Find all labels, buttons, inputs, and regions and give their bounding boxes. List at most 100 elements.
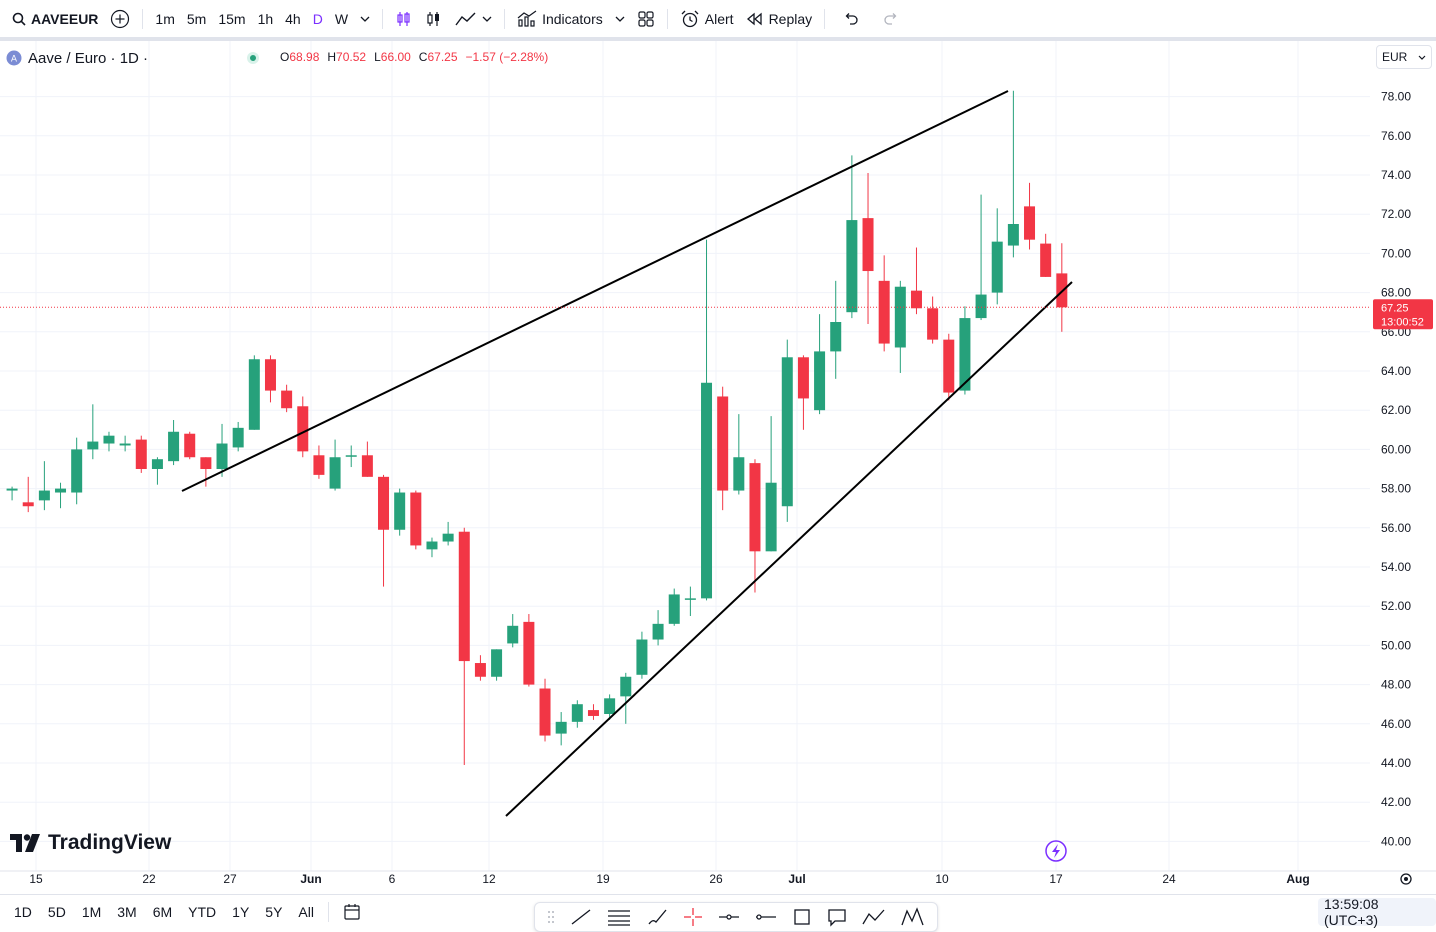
replay-button[interactable]: Replay (740, 0, 819, 37)
range-5d[interactable]: 5D (47, 903, 66, 920)
top-toolbar: AAVEEUR 1m 5m 15m 1h 4h D W (0, 0, 1436, 37)
rewind-icon (746, 12, 764, 26)
grid-layout-icon (637, 10, 655, 28)
clock[interactable]: 13:59:08 (UTC+3) (1318, 896, 1436, 928)
currency-select[interactable]: EUR (1376, 45, 1432, 69)
range-ytd[interactable]: YTD (188, 903, 217, 920)
candle (71, 437, 83, 505)
range-3m[interactable]: 3M (117, 903, 137, 920)
brush-icon[interactable] (646, 907, 668, 927)
drag-handle-icon[interactable] (547, 910, 555, 924)
bars-style-button[interactable] (389, 0, 419, 37)
candle-body (329, 457, 341, 489)
candle (297, 396, 309, 458)
chevron-down-icon (482, 16, 492, 22)
candle (927, 296, 939, 344)
aave-logo-icon: A (6, 50, 22, 66)
toolbar-divider (824, 8, 826, 29)
candle (119, 435, 131, 452)
candle-body (6, 488, 18, 491)
calendar-icon[interactable] (335, 903, 369, 921)
candle (959, 306, 971, 395)
market-status-dot-icon[interactable] (246, 51, 260, 65)
candle (523, 614, 535, 687)
candle-body (297, 406, 309, 452)
horizontal-ray-icon[interactable] (718, 912, 740, 922)
candle (878, 255, 890, 352)
candle-body (668, 594, 680, 624)
candles-style-button[interactable] (419, 0, 449, 37)
fib-retracement-icon[interactable] (607, 908, 631, 926)
range-all[interactable]: All (298, 903, 314, 920)
chart-legend: A Aave / Euro · 1D · (6, 48, 260, 68)
legend-title[interactable]: Aave / Euro · 1D · (28, 49, 149, 67)
candle-body (555, 721, 567, 734)
rectangle-icon[interactable] (792, 907, 812, 927)
crosshair-icon[interactable] (683, 907, 703, 927)
candle (87, 404, 99, 460)
candle (830, 280, 842, 379)
candle (717, 386, 729, 511)
compare-symbol-button[interactable] (104, 0, 136, 37)
price-tick-label: 78.00 (1381, 90, 1411, 104)
candle (135, 435, 147, 473)
layouts-button[interactable] (631, 0, 661, 37)
candle-body (151, 459, 163, 469)
candle-body (458, 531, 470, 662)
timeframe-1m[interactable]: 1m (155, 10, 175, 27)
horizontal-line-icon[interactable] (755, 912, 777, 922)
candle (410, 490, 422, 550)
time-tick-label: 24 (1162, 872, 1176, 886)
candle (361, 441, 373, 477)
timeframe-15m[interactable]: 15m (218, 10, 246, 27)
price-chart[interactable]: 40.00 42.00 44.00 46.00 48.00 50.00 52.00 54.00… (0, 41, 1436, 894)
candle (943, 333, 955, 401)
candle (604, 694, 616, 720)
toolbar-divider (327, 901, 329, 922)
trend-line-icon[interactable] (570, 908, 592, 926)
pattern-icon[interactable] (901, 907, 925, 927)
time-tick-label: 12 (482, 872, 496, 886)
price-tick-label: 48.00 (1381, 678, 1411, 692)
range-1d[interactable]: 1D (14, 903, 32, 920)
candle-body (507, 625, 519, 644)
chevron-down-icon[interactable] (354, 16, 376, 22)
candle (281, 384, 293, 413)
timeframe-5m[interactable]: 5m (186, 10, 207, 27)
timeframe-d[interactable]: D (312, 10, 323, 27)
timeframe-w[interactable]: W (334, 10, 349, 27)
symbol-search[interactable]: AAVEEUR (6, 0, 104, 37)
candle (38, 461, 50, 511)
undo-button[interactable] (831, 0, 871, 37)
range-1y[interactable]: 1Y (232, 903, 250, 920)
candle (814, 314, 826, 415)
candle (781, 339, 793, 522)
comment-icon[interactable] (827, 907, 847, 927)
timeframe-4h[interactable]: 4h (285, 10, 301, 27)
range-6m[interactable]: 6M (152, 903, 173, 920)
indicators-button[interactable]: Indicators (511, 0, 609, 37)
candle (684, 586, 696, 616)
upper-trendline (181, 90, 1009, 492)
candle (378, 474, 390, 587)
range-1m[interactable]: 1M (81, 903, 102, 920)
candle (910, 247, 922, 315)
redo-button[interactable] (871, 0, 911, 37)
candle (701, 239, 713, 601)
candle-body (361, 455, 373, 477)
time-tick-label: 10 (935, 872, 949, 886)
alert-button[interactable]: Alert (674, 0, 740, 37)
indicators-dropdown[interactable] (609, 0, 631, 37)
candle (200, 457, 212, 487)
price-tick-label: 72.00 (1381, 207, 1411, 221)
range-5y[interactable]: 5Y (265, 903, 283, 920)
candle (168, 420, 180, 466)
candle-body (1007, 224, 1019, 246)
path-icon[interactable] (862, 908, 886, 926)
candle-body (862, 218, 874, 272)
candle (975, 194, 987, 321)
timeframe-1h[interactable]: 1h (257, 10, 274, 27)
line-style-button[interactable] (449, 0, 498, 37)
candle (555, 712, 567, 746)
tradingview-logo[interactable]: TradingView (10, 831, 171, 855)
